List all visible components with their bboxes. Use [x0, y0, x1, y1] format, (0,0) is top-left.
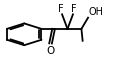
Text: F: F	[58, 4, 64, 14]
Text: O: O	[46, 46, 55, 56]
Text: OH: OH	[89, 7, 104, 17]
Text: F: F	[71, 4, 76, 14]
